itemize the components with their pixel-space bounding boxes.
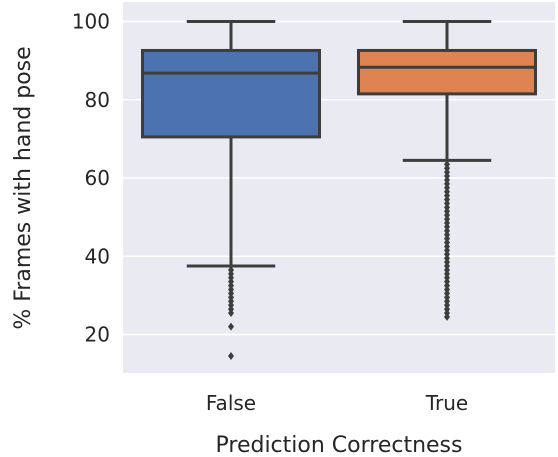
- y-tick-label-100: 100: [72, 10, 110, 34]
- outlier-true-39: [444, 312, 450, 321]
- box-false: [141, 48, 321, 139]
- x-tick-label-true: True: [425, 391, 468, 415]
- y-tick-label-20: 20: [85, 323, 110, 347]
- y-tick-label-80: 80: [85, 88, 110, 112]
- x-tick-labels: False True: [206, 391, 468, 415]
- box-group-false: [141, 20, 321, 361]
- x-axis-title: Prediction Correctness: [216, 433, 463, 457]
- box-series: [141, 20, 537, 361]
- outlier-false-11: [228, 308, 234, 317]
- x-tick-label-false: False: [206, 391, 256, 415]
- y-tick-label-60: 60: [85, 166, 110, 190]
- box-group-true: [357, 20, 537, 321]
- outlier-false-12: [228, 322, 234, 331]
- box-true: [357, 48, 537, 96]
- y-axis-title: % Frames with hand pose: [11, 46, 36, 329]
- outlier-false-13: [228, 352, 234, 361]
- y-tick-labels: 20 40 60 80 100: [72, 10, 110, 347]
- y-tick-label-40: 40: [85, 244, 110, 268]
